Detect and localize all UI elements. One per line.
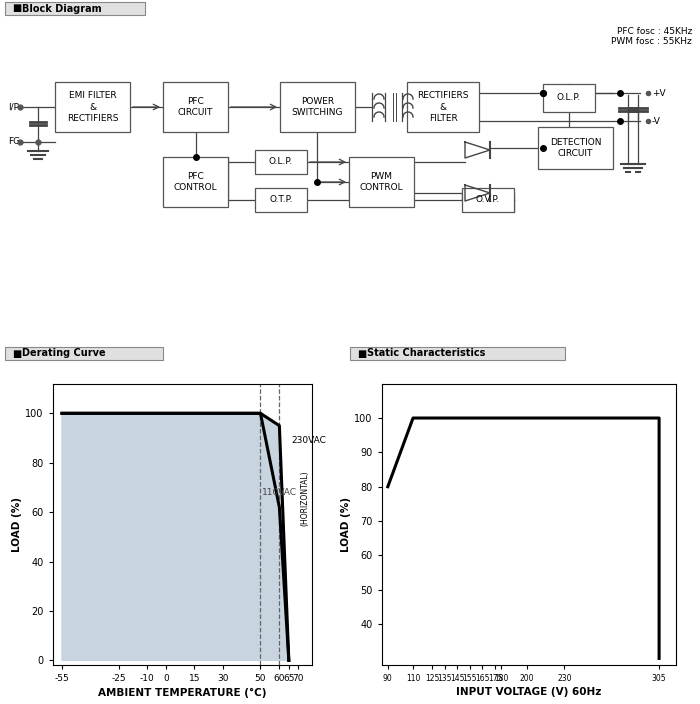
- Text: RECTIFIERS
&
FILTER: RECTIFIERS & FILTER: [417, 91, 469, 123]
- Text: ■: ■: [12, 4, 21, 13]
- X-axis label: INPUT VOLTAGE (V) 60Hz: INPUT VOLTAGE (V) 60Hz: [456, 688, 601, 698]
- Bar: [163, 157, 228, 207]
- Text: ■: ■: [12, 348, 21, 358]
- Text: O.L.P.: O.L.P.: [269, 158, 293, 167]
- Bar: [163, 82, 228, 132]
- Y-axis label: LOAD (%): LOAD (%): [342, 497, 351, 552]
- Bar: [407, 82, 479, 132]
- Text: Block Diagram: Block Diagram: [22, 4, 102, 13]
- X-axis label: AMBIENT TEMPERATURE (°C): AMBIENT TEMPERATURE (°C): [98, 688, 266, 698]
- Text: PFC fosc : 45KHz
PWM fosc : 55KHz: PFC fosc : 45KHz PWM fosc : 55KHz: [611, 27, 692, 46]
- Text: PFC
CIRCUIT: PFC CIRCUIT: [178, 96, 214, 118]
- Bar: [538, 127, 613, 169]
- Bar: [543, 84, 595, 112]
- Text: Static Characteristics: Static Characteristics: [367, 348, 485, 358]
- Text: +V: +V: [652, 89, 666, 97]
- Bar: [255, 150, 307, 174]
- Text: PWM
CONTROL: PWM CONTROL: [360, 172, 403, 192]
- Text: (HORIZONTAL): (HORIZONTAL): [300, 471, 309, 527]
- Bar: [5, 2, 145, 15]
- Text: 230VAC: 230VAC: [292, 436, 326, 445]
- Bar: [5, 347, 163, 360]
- Text: O.L.P.: O.L.P.: [557, 94, 581, 103]
- Text: 110VAC: 110VAC: [262, 488, 298, 497]
- Bar: [350, 347, 565, 360]
- Text: POWER
SWITCHING: POWER SWITCHING: [292, 96, 343, 118]
- Text: -V: -V: [652, 116, 661, 125]
- Text: PFC
CONTROL: PFC CONTROL: [174, 172, 217, 192]
- Text: Derating Curve: Derating Curve: [22, 348, 106, 358]
- Text: I/P: I/P: [8, 103, 19, 111]
- Bar: [462, 188, 514, 212]
- Text: FG: FG: [8, 137, 20, 146]
- Text: EMI FILTER
&
RECTIFIERS: EMI FILTER & RECTIFIERS: [66, 91, 118, 123]
- Text: O.T.P.: O.T.P.: [270, 196, 293, 204]
- Y-axis label: LOAD (%): LOAD (%): [13, 497, 22, 552]
- Text: DETECTION
CIRCUIT: DETECTION CIRCUIT: [550, 137, 601, 158]
- Bar: [255, 188, 307, 212]
- Text: O.V.P.: O.V.P.: [476, 196, 500, 204]
- Bar: [280, 82, 355, 132]
- Bar: [55, 82, 130, 132]
- Polygon shape: [62, 413, 289, 660]
- Text: ■: ■: [357, 348, 366, 358]
- Bar: [349, 157, 414, 207]
